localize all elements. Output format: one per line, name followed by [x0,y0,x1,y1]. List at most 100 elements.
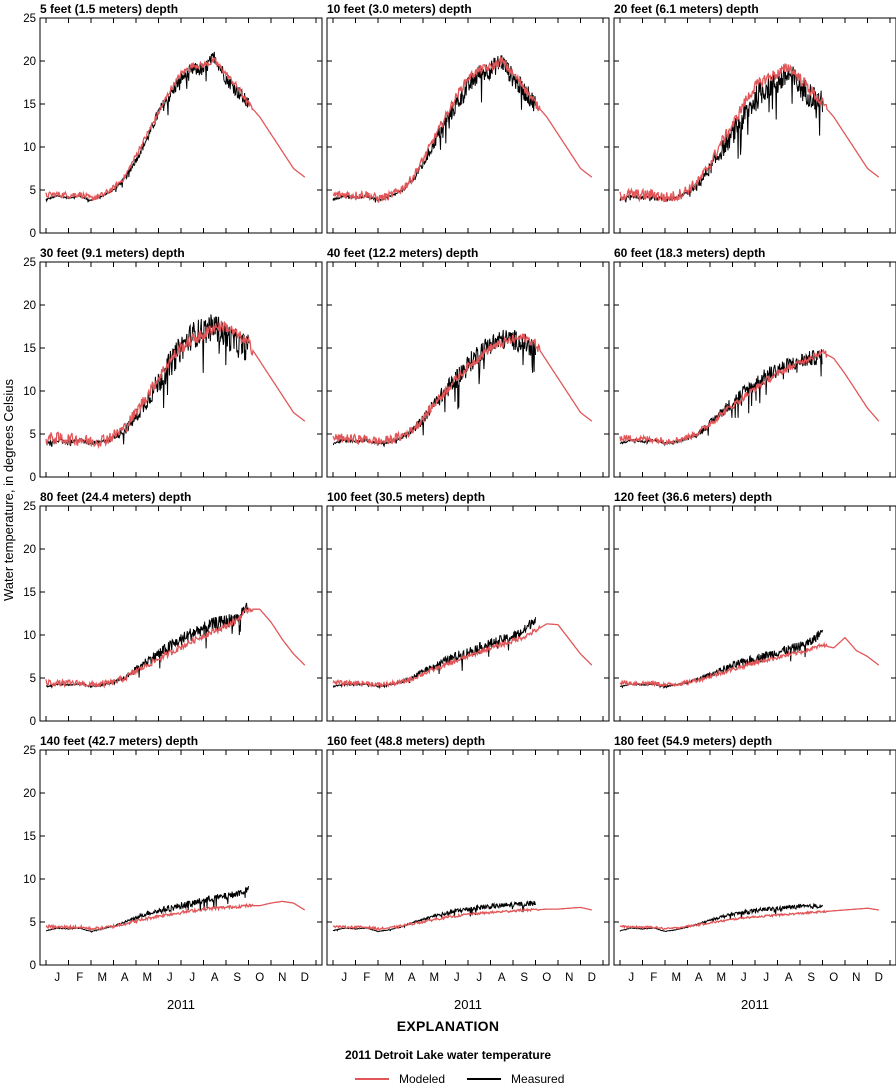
measured-series [45,602,249,689]
x-tick-label: O [255,972,264,984]
y-tick-label: 0 [30,960,36,972]
y-tick-label: 0 [30,716,36,728]
modeled-series [619,348,880,446]
panel-6: 60 feet (18.3 meters) depth [613,246,896,478]
legend: Modeled Measured [355,1072,586,1086]
measured-series [619,349,823,447]
x-tick-label: M [97,972,107,984]
y-tick-label: 25 [23,501,36,513]
y-tick-label: 5 [30,673,36,685]
plot-frame [613,261,896,478]
measured-series [619,629,823,690]
y-tick-label: 20 [23,544,36,556]
y-tick-label: 20 [23,300,36,312]
y-tick-label: 20 [23,788,36,800]
y-tick-label: 15 [23,343,36,355]
explanation-title: EXPLANATION [396,1018,500,1034]
explanation: EXPLANATION 2011 Detroit Lake water temp… [0,1018,896,1062]
legend-label-modeled: Modeled [399,1072,446,1086]
panel-title: 140 feet (42.7 meters) depth [40,734,198,748]
measured-series [332,55,536,203]
x-year-label: 2011 [167,997,195,1012]
plot-frame [613,17,896,234]
panel-11: 160 feet (48.8 meters) depth J F M A M J J A S O N D… [326,734,610,1012]
panel-1: 5 feet (1.5 meters) depth 0 5 10 15 20 25 [23,2,323,240]
panel-10: 140 feet (42.7 meters) depth 0 5 10 15 20 25 J F… [23,734,323,1012]
x-tick-label: J [476,972,482,984]
y-tick-label: 5 [30,429,36,441]
y-tick-label: 15 [23,99,36,111]
y-tick-label: 5 [30,917,36,929]
y-tick-label: 15 [23,831,36,843]
measured-series [332,329,536,448]
panel-title: 160 feet (48.8 meters) depth [327,734,485,748]
plot-frame [39,749,323,966]
modeled-series [45,320,306,450]
y-tick-label: 25 [23,13,36,25]
panel-3: 20 feet (6.1 meters) depth [613,2,896,234]
plot-frame [39,261,323,478]
panel-title: 100 feet (30.5 meters) depth [327,490,485,504]
panel-9: 120 feet (36.6 meters) depth [613,490,896,722]
plot-frame [326,505,610,722]
x-tick-label: A [211,972,219,984]
x-tick-label: J [628,972,634,984]
x-tick-label: F [76,972,83,984]
panel-title: 5 feet (1.5 meters) depth [40,2,178,16]
y-tick-label: 25 [23,745,36,757]
y-tick-label: 20 [23,56,36,68]
modeled-series [619,63,880,203]
x-tick-label: N [852,972,860,984]
measured-series [619,63,823,203]
modeled-series [332,333,593,446]
panel-4: 30 feet (9.1 meters) depth 0 5 10 15 20 25 [23,246,323,484]
x-tick-label: A [785,972,793,984]
x-tick-label: J [167,972,173,984]
explanation-subtitle: 2011 Detroit Lake water temperature [344,1048,552,1062]
modeled-series [619,907,879,931]
panel-title: 180 feet (54.9 meters) depth [614,734,772,748]
x-tick-label: S [233,972,241,984]
measured-series [45,314,249,447]
y-tick-label: 10 [23,630,36,642]
measured-series [45,51,249,203]
panel-title: 60 feet (18.3 meters) depth [614,246,765,260]
panel-title: 40 feet (12.2 meters) depth [327,246,478,260]
panel-title: 10 feet (3.0 meters) depth [327,2,472,16]
y-tick-label: 0 [30,228,36,240]
x-tick-label: O [542,972,551,984]
x-tick-label: D [301,972,309,984]
x-tick-label: S [520,972,528,984]
x-tick-label: N [565,972,573,984]
x-year-label: 2011 [454,997,482,1012]
x-tick-label: M [716,972,726,984]
y-tick-label: 5 [30,185,36,197]
x-tick-label: S [807,972,815,984]
x-tick-label: A [408,972,416,984]
measured-swatch [467,1078,502,1080]
x-tick-label: J [54,972,60,984]
y-axis-label: Water temperature, in degrees Celsius [1,378,16,601]
x-tick-label: A [695,972,703,984]
panel-title: 120 feet (36.6 meters) depth [614,490,772,504]
modeled-series [332,55,593,203]
x-tick-label: M [671,972,681,984]
panel-title: 30 feet (9.1 meters) depth [40,246,185,260]
panel-5: 40 feet (12.2 meters) depth [326,246,610,478]
legend-item-modeled: Modeled [355,1072,445,1086]
x-tick-label: A [121,972,129,984]
x-tick-label: J [741,972,747,984]
x-tick-label: J [763,972,769,984]
panel-title: 20 feet (6.1 meters) depth [614,2,759,16]
legend-label-measured: Measured [511,1072,565,1086]
panel-8: 100 feet (30.5 meters) depth [326,490,610,722]
x-tick-label: M [429,972,439,984]
x-tick-label: M [384,972,394,984]
x-tick-label: M [142,972,152,984]
y-tick-label: 0 [30,472,36,484]
measured-series [332,617,536,690]
y-tick-label: 10 [23,386,36,398]
x-tick-label: J [341,972,347,984]
modeled-swatch [355,1078,389,1080]
